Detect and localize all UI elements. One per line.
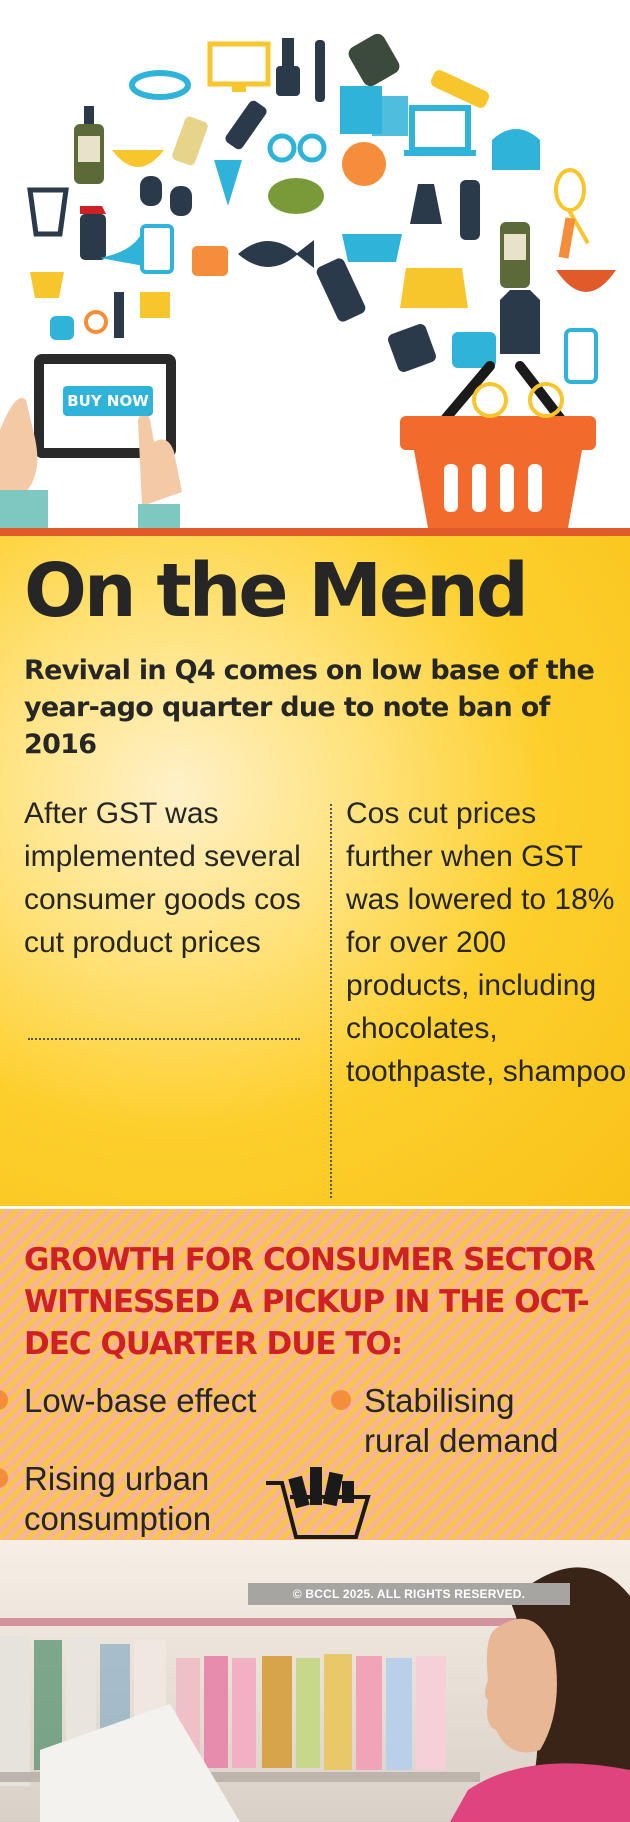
bread-slice-icon	[50, 316, 74, 340]
noodle-bowl-icon	[556, 270, 616, 292]
sleeve-left	[0, 490, 48, 528]
bullet-dot-icon	[0, 1390, 8, 1410]
woman-shirt	[450, 1763, 630, 1822]
sleeve-right	[138, 504, 180, 528]
mascara-icon	[315, 40, 325, 102]
page-title: On the Mend	[24, 548, 529, 634]
laptop-icon	[404, 105, 476, 156]
bread-icon	[492, 129, 540, 170]
hero-illustration: BUY NOW	[0, 0, 630, 528]
headline-section: On the Mend Revival in Q4 comes on low b…	[0, 536, 630, 1206]
buy-now-button: BUY NOW	[63, 386, 153, 416]
glass-cleaner-icon	[316, 258, 366, 322]
dress-icon	[410, 184, 442, 224]
cleaner-spray-icon	[80, 206, 106, 260]
smartphone-icon	[140, 224, 174, 274]
copyright-badge: © BCCL 2025. ALL RIGHTS RESERVED.	[248, 1583, 570, 1605]
bullet-dot-icon	[0, 1468, 8, 1488]
teapot-icon	[140, 292, 170, 318]
glasses-icon	[267, 133, 327, 163]
orange-divider	[0, 528, 630, 536]
growth-bullet-urban-consumption: Rising urban consumption	[24, 1460, 212, 1537]
nail-polish-icon	[276, 38, 300, 96]
growth-bullet-rural-demand: Stabilising rural demand	[364, 1382, 559, 1459]
dotted-divider-vertical	[330, 804, 332, 1198]
dslr-camera-icon	[452, 332, 496, 368]
monitor-icon	[207, 41, 271, 92]
badminton-racket-icon	[554, 168, 590, 245]
camera-icon	[388, 324, 436, 372]
mittens-icon	[140, 176, 192, 216]
cupcake-icon	[30, 272, 64, 298]
ice-cream-icon	[214, 160, 242, 206]
orange-basket-icon	[400, 361, 596, 528]
perfume-icon	[225, 100, 267, 150]
bottle-icon	[460, 180, 480, 240]
right-column-text: Cos cut prices further when GST was lowe…	[346, 797, 627, 1088]
white-divider	[0, 1206, 630, 1209]
bowl-icon	[112, 150, 164, 167]
page-subtitle: Revival in Q4 comes on low base of the y…	[24, 655, 595, 760]
heels-icon	[100, 236, 144, 266]
salad-bowl-icon	[268, 178, 324, 214]
shopping-basket-icon	[342, 234, 402, 262]
left-column-text: After GST was implemented several consum…	[24, 797, 301, 959]
lotion-bottle-icon	[74, 106, 104, 184]
growth-heading: GROWTH FOR CONSUMER SECTOR WITNESSED A P…	[24, 1242, 596, 1362]
shopping-bag-icon	[340, 86, 408, 136]
hand-left-icon	[0, 398, 38, 508]
dotted-divider-horizontal	[28, 1038, 300, 1040]
bullet-dot-icon	[331, 1390, 351, 1410]
shopping-items-illustration	[0, 33, 616, 528]
necklace-icon	[129, 70, 191, 100]
fish-icon	[238, 240, 314, 268]
spray-bottle-icon	[172, 116, 208, 166]
drink-cup-icon	[27, 187, 69, 237]
handbag-icon	[400, 268, 468, 308]
jar-icon	[348, 33, 400, 87]
carrot-icon	[558, 217, 576, 259]
hand-right-icon	[138, 411, 182, 506]
mobile-phone-icon	[564, 328, 598, 384]
tank-top-icon	[500, 290, 540, 354]
bicycle-icon	[472, 382, 564, 418]
toy-block-icon	[192, 246, 228, 276]
growth-bullet-low-base: Low-base effect	[24, 1382, 257, 1419]
ring-icon	[84, 310, 108, 334]
shampoo-bottle-icon	[500, 222, 530, 288]
guitar-icon	[114, 292, 124, 338]
woman-face	[485, 1618, 557, 1753]
lipstick-icon	[430, 70, 490, 108]
basketball-icon	[342, 142, 386, 186]
